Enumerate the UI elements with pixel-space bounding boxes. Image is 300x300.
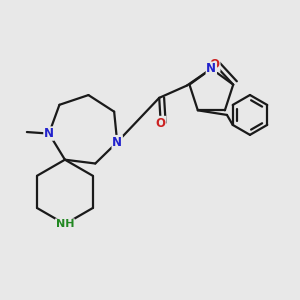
Text: O: O xyxy=(156,116,166,130)
Text: NH: NH xyxy=(56,219,74,229)
Text: O: O xyxy=(210,58,220,71)
Text: N: N xyxy=(112,136,122,148)
Text: N: N xyxy=(206,62,216,75)
Text: N: N xyxy=(44,127,54,140)
